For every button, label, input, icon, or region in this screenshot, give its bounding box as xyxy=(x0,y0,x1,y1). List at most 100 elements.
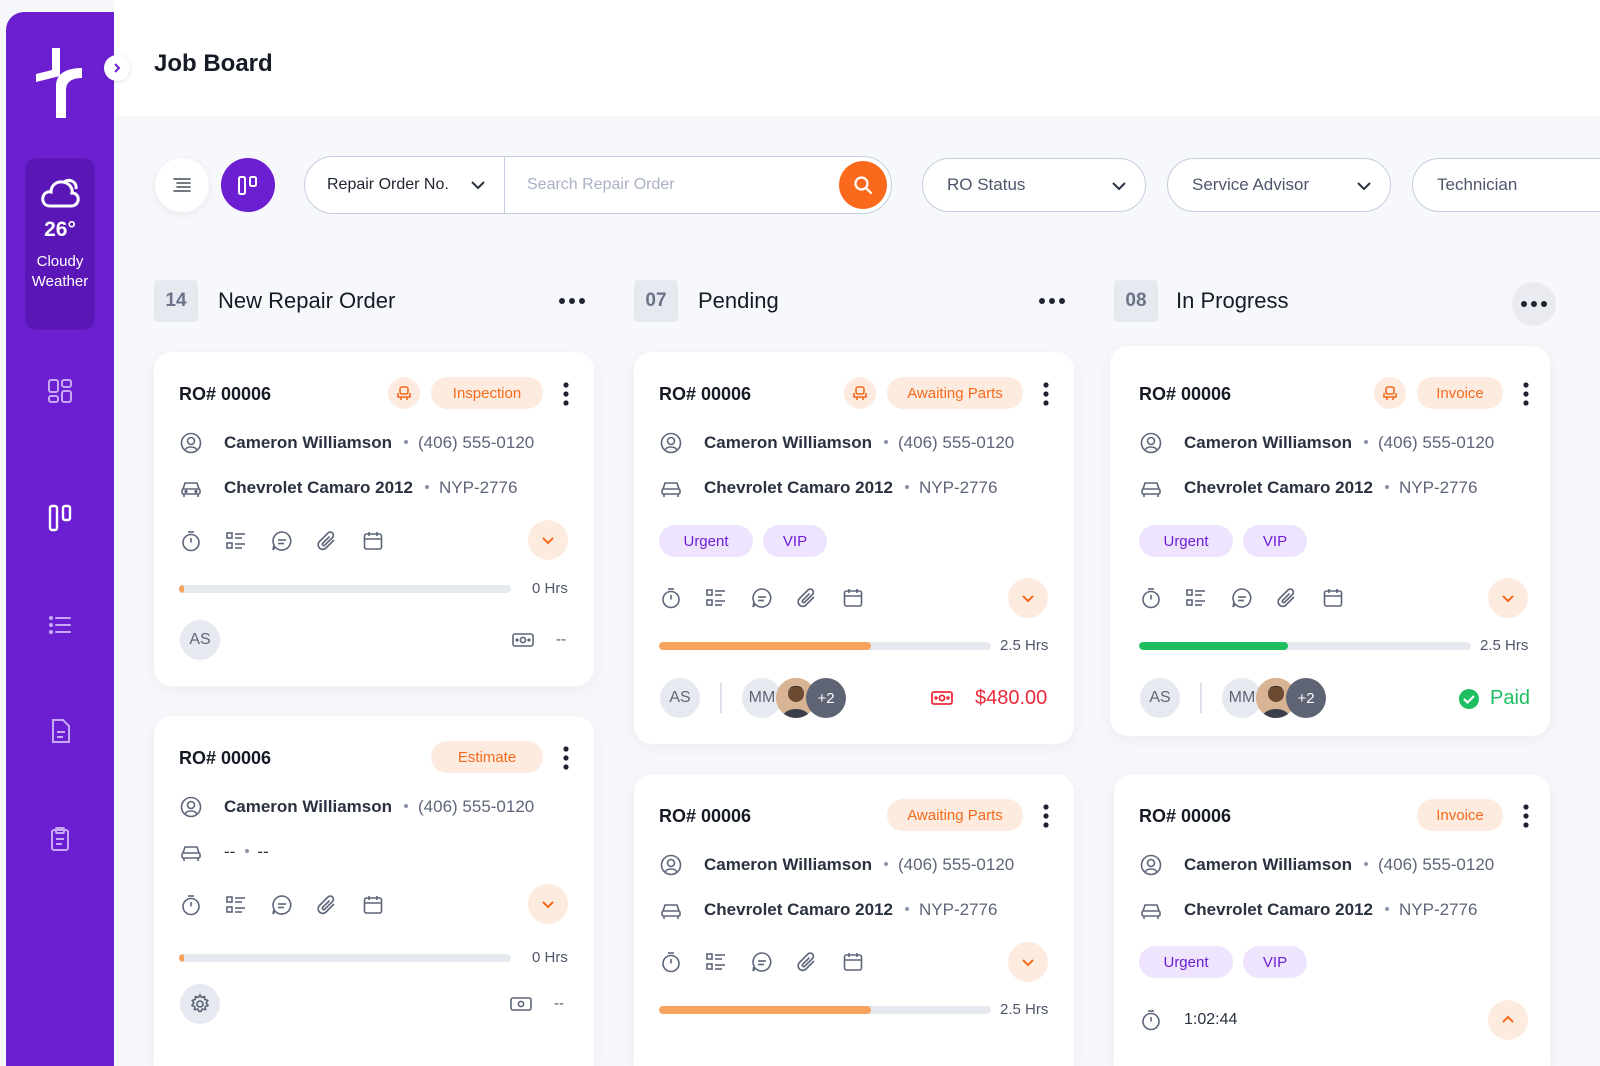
checklist-icon[interactable] xyxy=(225,894,247,916)
advisor-avatar[interactable]: AS xyxy=(1140,678,1180,718)
progress-fill xyxy=(1139,642,1289,650)
column-count: 07 xyxy=(634,280,678,322)
urgent-tag: Urgent xyxy=(659,525,753,557)
header: Job Board xyxy=(114,0,1600,116)
seat-icon xyxy=(844,377,876,409)
car-icon xyxy=(1140,899,1162,921)
message-icon[interactable] xyxy=(271,894,293,916)
timer-icon[interactable] xyxy=(1140,1009,1162,1031)
technician-photo-avatar[interactable] xyxy=(1256,678,1296,718)
user-icon xyxy=(660,432,682,454)
more-icon[interactable] xyxy=(1512,282,1556,326)
repair-order-card[interactable]: RO# 00006 Invoice Cameron Williamson (406… xyxy=(1114,774,1550,1066)
list-view-button[interactable] xyxy=(155,158,209,212)
repair-order-card[interactable]: RO# 00006 Invoice Cameron Williamson (406… xyxy=(1110,346,1550,736)
kebab-menu-icon[interactable] xyxy=(562,745,570,771)
board-icon[interactable] xyxy=(47,504,73,532)
collapse-button[interactable] xyxy=(1488,1000,1528,1040)
cash-icon xyxy=(509,993,532,1015)
hours-label: 2.5 Hrs xyxy=(1480,637,1529,654)
timer-icon[interactable] xyxy=(180,530,202,552)
expand-button[interactable] xyxy=(528,520,568,560)
chevron-down-icon xyxy=(542,537,554,545)
unassigned-avatar[interactable] xyxy=(180,984,220,1024)
kebab-menu-icon[interactable] xyxy=(1522,381,1530,407)
attachment-icon[interactable] xyxy=(1276,587,1298,609)
more-technicians-avatar[interactable]: +2 xyxy=(806,678,846,718)
vehicle-name: Chevrolet Camaro 2012 xyxy=(1184,478,1373,497)
calendar-icon[interactable] xyxy=(1322,587,1344,609)
calendar-icon[interactable] xyxy=(362,894,384,916)
timer-icon[interactable] xyxy=(660,951,682,973)
kebab-menu-icon[interactable] xyxy=(1042,803,1050,829)
ro-status-filter[interactable]: RO Status xyxy=(922,158,1146,212)
advisor-avatar[interactable]: AS xyxy=(180,620,220,660)
document-icon[interactable] xyxy=(47,718,73,744)
technician-avatar[interactable]: MM xyxy=(1222,678,1262,718)
technician-avatar[interactable]: MM xyxy=(742,678,782,718)
kebab-menu-icon[interactable] xyxy=(1042,381,1050,407)
expand-button[interactable] xyxy=(528,884,568,924)
weather-condition-2: Weather xyxy=(31,273,89,290)
attachment-icon[interactable] xyxy=(316,894,338,916)
checklist-icon[interactable] xyxy=(225,530,247,552)
repair-order-card[interactable]: RO# 00006 Awaiting Parts Cameron William… xyxy=(634,774,1074,1066)
search-input[interactable] xyxy=(527,169,827,201)
ro-number: RO# 00006 xyxy=(1139,384,1232,404)
service-advisor-filter[interactable]: Service Advisor xyxy=(1167,158,1391,212)
attachment-icon[interactable] xyxy=(796,951,818,973)
column-header-pending: 07 Pending xyxy=(634,280,1074,324)
message-icon[interactable] xyxy=(1231,587,1253,609)
vehicle-name: Chevrolet Camaro 2012 xyxy=(224,478,413,497)
kebab-menu-icon[interactable] xyxy=(562,381,570,407)
message-icon[interactable] xyxy=(751,951,773,973)
expand-button[interactable] xyxy=(1008,942,1048,982)
cash-icon xyxy=(511,629,534,651)
repair-order-card[interactable]: RO# 00006 Inspection Cameron Williamson (… xyxy=(154,352,594,686)
timer-icon[interactable] xyxy=(1140,587,1162,609)
attachment-icon[interactable] xyxy=(796,587,818,609)
checklist-icon[interactable] xyxy=(1185,587,1207,609)
sidebar-collapse-button[interactable] xyxy=(104,55,130,81)
message-icon[interactable] xyxy=(271,530,293,552)
ro-number: RO# 00006 xyxy=(179,384,272,404)
dashboard-icon[interactable] xyxy=(47,378,73,404)
column-title: Pending xyxy=(698,288,779,313)
board-view-button[interactable] xyxy=(221,158,275,212)
search-field-select[interactable]: Repair Order No. xyxy=(305,157,505,213)
status-badge: Invoice xyxy=(1417,799,1503,831)
calendar-icon[interactable] xyxy=(362,530,384,552)
repair-order-card[interactable]: RO# 00006 Estimate Cameron Williamson (40… xyxy=(154,716,594,1066)
expand-button[interactable] xyxy=(1008,578,1048,618)
technician-filter[interactable]: Technician xyxy=(1412,158,1600,212)
search-button[interactable] xyxy=(839,161,887,209)
cash-icon xyxy=(930,687,953,709)
sidebar: 26° Cloudy Weather xyxy=(6,12,114,1066)
clipboard-icon[interactable] xyxy=(47,826,73,852)
progress-bar xyxy=(179,954,511,962)
repair-order-card[interactable]: RO# 00006 Awaiting Parts Cameron William… xyxy=(634,352,1074,744)
car-icon xyxy=(660,899,682,921)
list-icon[interactable] xyxy=(47,612,73,638)
more-technicians-avatar[interactable]: +2 xyxy=(1286,678,1326,718)
checklist-icon[interactable] xyxy=(705,951,727,973)
more-icon[interactable] xyxy=(1030,286,1074,316)
advisor-avatar[interactable]: AS xyxy=(660,678,700,718)
user-icon xyxy=(180,796,202,818)
ro-number: RO# 00006 xyxy=(1139,806,1232,826)
calendar-icon[interactable] xyxy=(842,587,864,609)
timer-icon[interactable] xyxy=(180,894,202,916)
vip-tag: VIP xyxy=(1243,946,1307,978)
cloud-icon xyxy=(40,176,80,208)
expand-button[interactable] xyxy=(1488,578,1528,618)
message-icon[interactable] xyxy=(751,587,773,609)
status-badge: Awaiting Parts xyxy=(887,799,1023,831)
brand-logo[interactable] xyxy=(34,46,84,118)
kebab-menu-icon[interactable] xyxy=(1522,803,1530,829)
attachment-icon[interactable] xyxy=(316,530,338,552)
vip-tag: VIP xyxy=(763,525,827,557)
timer-icon[interactable] xyxy=(660,587,682,609)
calendar-icon[interactable] xyxy=(842,951,864,973)
more-icon[interactable] xyxy=(550,286,594,316)
checklist-icon[interactable] xyxy=(705,587,727,609)
